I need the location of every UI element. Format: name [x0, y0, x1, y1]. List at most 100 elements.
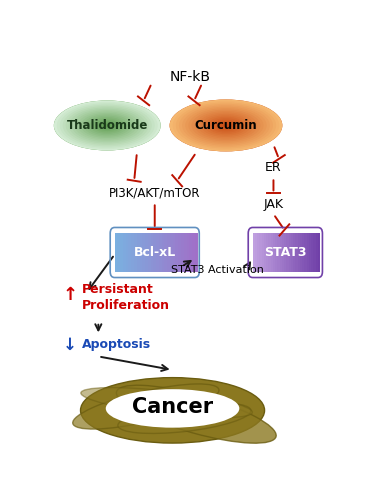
Text: STAT3: STAT3 [264, 246, 306, 259]
FancyBboxPatch shape [148, 233, 151, 272]
FancyBboxPatch shape [145, 233, 148, 272]
Text: Curcumin: Curcumin [195, 119, 257, 132]
FancyBboxPatch shape [313, 233, 316, 272]
Text: ↓: ↓ [63, 336, 77, 354]
Ellipse shape [77, 112, 137, 140]
Ellipse shape [179, 104, 273, 147]
FancyBboxPatch shape [187, 233, 190, 272]
Ellipse shape [116, 385, 276, 443]
Text: ↑: ↑ [63, 286, 78, 304]
FancyBboxPatch shape [139, 233, 142, 272]
Ellipse shape [207, 117, 245, 134]
Ellipse shape [83, 114, 131, 136]
Ellipse shape [182, 105, 270, 146]
Ellipse shape [170, 100, 282, 152]
FancyBboxPatch shape [164, 233, 167, 272]
Text: ER: ER [265, 162, 282, 174]
FancyBboxPatch shape [282, 233, 284, 272]
Ellipse shape [80, 378, 265, 443]
Ellipse shape [170, 100, 282, 152]
Ellipse shape [176, 102, 276, 148]
FancyBboxPatch shape [273, 233, 275, 272]
Ellipse shape [198, 112, 254, 138]
FancyBboxPatch shape [181, 233, 184, 272]
FancyBboxPatch shape [295, 233, 298, 272]
Ellipse shape [213, 120, 239, 131]
FancyBboxPatch shape [178, 233, 181, 272]
FancyBboxPatch shape [184, 233, 187, 272]
FancyBboxPatch shape [173, 233, 176, 272]
Text: Cancer: Cancer [132, 398, 213, 417]
FancyBboxPatch shape [192, 233, 195, 272]
FancyBboxPatch shape [257, 233, 260, 272]
FancyBboxPatch shape [318, 233, 321, 272]
FancyBboxPatch shape [275, 233, 278, 272]
Ellipse shape [204, 116, 248, 136]
Ellipse shape [106, 389, 239, 428]
Ellipse shape [54, 100, 161, 150]
Text: JAK: JAK [264, 198, 283, 211]
FancyBboxPatch shape [268, 233, 271, 272]
FancyBboxPatch shape [259, 233, 262, 272]
FancyBboxPatch shape [280, 233, 282, 272]
Ellipse shape [75, 110, 140, 140]
Ellipse shape [118, 402, 251, 434]
FancyBboxPatch shape [156, 233, 159, 272]
FancyBboxPatch shape [175, 233, 178, 272]
Ellipse shape [87, 116, 128, 135]
FancyBboxPatch shape [311, 233, 314, 272]
Ellipse shape [54, 100, 161, 150]
FancyBboxPatch shape [277, 233, 280, 272]
FancyBboxPatch shape [131, 233, 134, 272]
FancyBboxPatch shape [264, 233, 266, 272]
Ellipse shape [195, 111, 257, 140]
Text: Apoptosis: Apoptosis [82, 338, 151, 351]
FancyBboxPatch shape [120, 233, 123, 272]
Ellipse shape [92, 118, 122, 132]
FancyBboxPatch shape [126, 233, 129, 272]
Text: NF-kB: NF-kB [170, 70, 211, 85]
FancyBboxPatch shape [302, 233, 304, 272]
FancyBboxPatch shape [123, 233, 126, 272]
Ellipse shape [95, 120, 119, 131]
FancyBboxPatch shape [137, 233, 140, 272]
Ellipse shape [73, 384, 219, 429]
Ellipse shape [90, 117, 125, 134]
FancyBboxPatch shape [271, 233, 273, 272]
Ellipse shape [173, 101, 279, 150]
Ellipse shape [69, 108, 146, 144]
Ellipse shape [185, 106, 267, 144]
FancyBboxPatch shape [162, 233, 165, 272]
Ellipse shape [201, 114, 251, 137]
Ellipse shape [57, 102, 158, 149]
FancyBboxPatch shape [195, 233, 198, 272]
FancyBboxPatch shape [284, 233, 286, 272]
FancyBboxPatch shape [266, 233, 268, 272]
Ellipse shape [101, 122, 113, 128]
FancyBboxPatch shape [309, 233, 311, 272]
FancyBboxPatch shape [300, 233, 302, 272]
Ellipse shape [72, 109, 143, 142]
Ellipse shape [188, 108, 264, 143]
FancyBboxPatch shape [255, 233, 257, 272]
FancyBboxPatch shape [134, 233, 137, 272]
FancyBboxPatch shape [289, 233, 291, 272]
Ellipse shape [216, 121, 236, 130]
FancyBboxPatch shape [316, 233, 318, 272]
Text: STAT3 Activation: STAT3 Activation [171, 265, 264, 275]
Ellipse shape [80, 113, 134, 138]
FancyBboxPatch shape [304, 233, 307, 272]
Ellipse shape [63, 104, 152, 146]
FancyBboxPatch shape [142, 233, 145, 272]
FancyBboxPatch shape [307, 233, 309, 272]
FancyBboxPatch shape [151, 233, 154, 272]
FancyBboxPatch shape [170, 233, 173, 272]
Text: PI3K/AKT/mTOR: PI3K/AKT/mTOR [109, 186, 200, 200]
FancyBboxPatch shape [159, 233, 162, 272]
Ellipse shape [104, 124, 110, 127]
FancyBboxPatch shape [293, 233, 296, 272]
FancyBboxPatch shape [253, 233, 255, 272]
FancyBboxPatch shape [262, 233, 264, 272]
Text: Bcl-xL: Bcl-xL [134, 246, 176, 259]
Ellipse shape [210, 118, 242, 132]
